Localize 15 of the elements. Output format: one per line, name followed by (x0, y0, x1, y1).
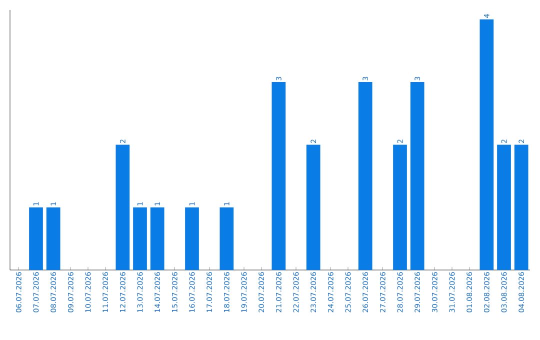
bar (29, 207, 43, 270)
bar (514, 144, 528, 270)
bar (220, 207, 234, 270)
bar (480, 19, 494, 270)
bar (393, 144, 407, 270)
bar (306, 144, 320, 270)
bar (116, 144, 130, 270)
bar (272, 82, 286, 270)
bar (46, 207, 60, 270)
bar (185, 207, 199, 270)
bar (150, 207, 164, 270)
bar (358, 82, 372, 270)
bar (497, 144, 511, 270)
bar (133, 207, 147, 270)
bar (410, 82, 424, 270)
